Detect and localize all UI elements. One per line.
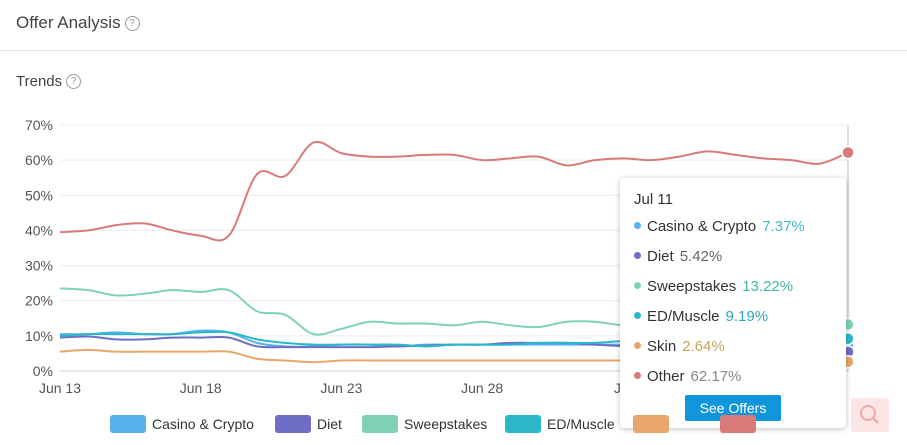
help-icon[interactable]: ? <box>66 74 82 89</box>
tooltip-row: Casino & Crypto 7.37% <box>634 218 805 235</box>
legend-item[interactable] <box>720 415 762 433</box>
help-icon[interactable]: ? <box>124 16 140 31</box>
data-point-other <box>841 145 855 160</box>
tooltip-row: Other 62.17% <box>634 368 741 385</box>
legend-swatch <box>362 415 398 433</box>
search-button[interactable] <box>851 398 889 432</box>
y-tick-label: 0% <box>33 363 53 379</box>
legend-label: Diet <box>317 416 342 432</box>
chart-tooltip: Jul 11 Casino & Crypto 7.37% Diet 5.42% Swee… <box>620 178 846 428</box>
legend-label: ED/Muscle <box>547 416 615 432</box>
chart-legend: Casino & Crypto Diet Sweepstakes ED/Muscle <box>0 415 907 437</box>
series-line-other <box>59 140 849 242</box>
legend-item[interactable]: Casino & Crypto <box>110 415 254 433</box>
header-bar: Offer Analysis? <box>0 0 907 51</box>
tooltip-series-name: Diet <box>647 248 674 265</box>
x-tick-label: Jun 28 <box>461 380 503 396</box>
legend-swatch <box>275 415 311 433</box>
y-tick-label: 50% <box>25 187 53 203</box>
y-tick-label: 10% <box>25 328 53 344</box>
tooltip-row: Skin 2.64% <box>634 338 725 355</box>
legend-swatch <box>633 415 669 433</box>
y-tick-label: 70% <box>25 117 53 133</box>
tooltip-row: Diet 5.42% <box>634 248 722 265</box>
series-dot-icon <box>634 282 641 289</box>
series-dot-icon <box>634 372 641 379</box>
legend-item[interactable]: Diet <box>275 415 342 433</box>
tooltip-series-name: Casino & Crypto <box>647 218 757 235</box>
legend-label: Sweepstakes <box>404 416 488 432</box>
tooltip-series-value: 9.19% <box>725 308 769 325</box>
tooltip-series-value: 13.22% <box>742 278 794 295</box>
tooltip-date: Jul 11 <box>634 191 673 208</box>
y-tick-label: 60% <box>25 152 53 168</box>
legend-item[interactable] <box>633 415 675 433</box>
x-tick-label: Jun 18 <box>180 380 222 396</box>
tooltip-row: Sweepstakes 13.22% <box>634 278 793 295</box>
x-tick-label: Jun 13 <box>39 380 81 396</box>
legend-item[interactable]: Sweepstakes <box>362 415 487 433</box>
series-dot-icon <box>634 312 641 319</box>
series-dot-icon <box>634 342 641 349</box>
tooltip-series-name: Skin <box>647 338 677 355</box>
tooltip-series-value: 7.37% <box>762 218 805 235</box>
legend-item[interactable]: ED/Muscle <box>505 415 615 433</box>
series-dot-icon <box>634 222 641 229</box>
tooltip-row: ED/Muscle 9.19% <box>634 308 768 325</box>
y-tick-label: 40% <box>25 222 53 238</box>
tooltip-series-name: Other <box>647 368 685 385</box>
legend-swatch <box>505 415 541 433</box>
legend-swatch <box>720 415 756 433</box>
tooltip-series-value: 5.42% <box>679 248 723 265</box>
y-tick-label: 20% <box>25 293 53 309</box>
tooltip-series-name: ED/Muscle <box>647 308 720 325</box>
page-title: Offer Analysis? <box>16 13 140 33</box>
legend-swatch <box>110 415 146 433</box>
series-dot-icon <box>634 252 641 259</box>
legend-label: Casino & Crypto <box>152 416 254 432</box>
tooltip-series-name: Sweepstakes <box>647 278 737 295</box>
section-title: Trends? <box>16 73 82 90</box>
tooltip-series-value: 2.64% <box>682 338 725 355</box>
x-tick-label: Jun 23 <box>320 380 362 396</box>
search-icon <box>860 405 879 424</box>
y-tick-label: 30% <box>25 258 53 274</box>
tooltip-series-value: 62.17% <box>690 368 742 385</box>
